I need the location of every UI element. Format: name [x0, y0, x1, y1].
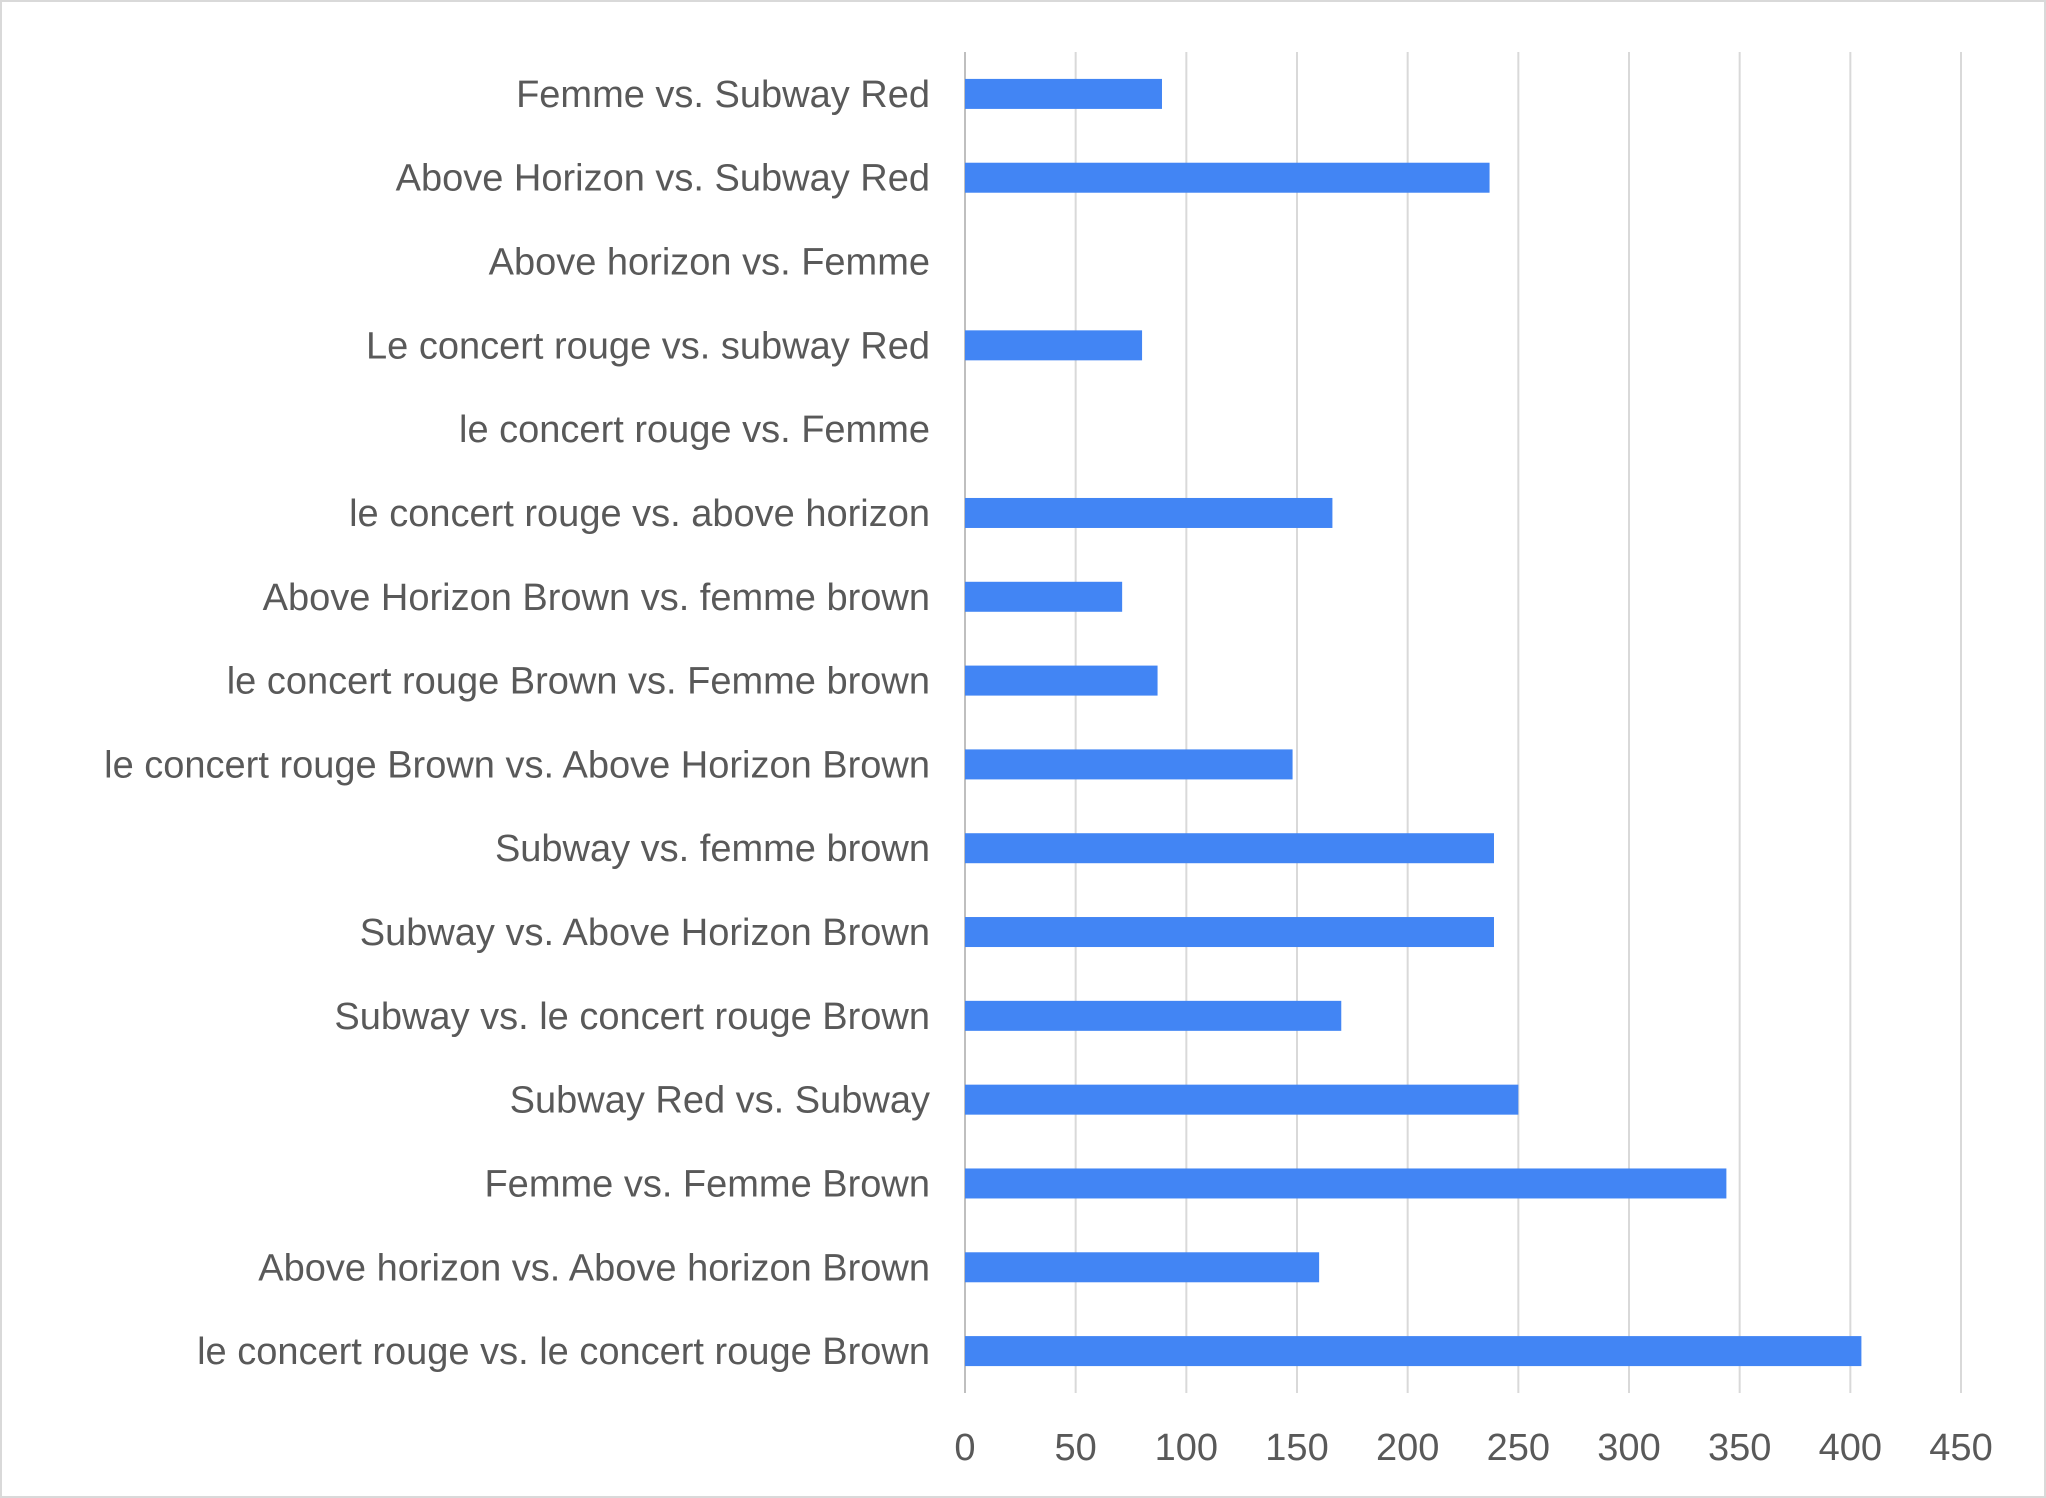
- x-tick-label: 100: [1155, 1427, 1218, 1469]
- category-label: Above horizon vs. Above horizon Brown: [258, 1247, 930, 1289]
- x-tick-label: 150: [1265, 1427, 1328, 1469]
- bar: [965, 162, 1490, 193]
- bars: [965, 78, 1862, 1367]
- bar: [965, 78, 1162, 109]
- bar: [965, 330, 1143, 361]
- bar: [965, 1084, 1519, 1115]
- bar: [965, 1336, 1862, 1367]
- x-tick-label: 200: [1376, 1427, 1439, 1469]
- bar: [965, 581, 1123, 612]
- gridlines: [964, 52, 1962, 1393]
- bar: [965, 497, 1333, 528]
- category-label: Above Horizon vs. Subway Red: [396, 158, 930, 200]
- x-tick-label: 50: [1055, 1427, 1097, 1469]
- category-label: le concert rouge Brown vs. Above Horizon…: [104, 744, 930, 786]
- category-label: Femme vs. Subway Red: [516, 74, 930, 116]
- bar: [965, 1000, 1342, 1031]
- category-label: le concert rouge vs. Femme: [459, 409, 930, 451]
- category-label: Femme vs. Femme Brown: [484, 1163, 930, 1205]
- category-label: Subway vs. Above Horizon Brown: [360, 912, 930, 954]
- bar: [965, 749, 1293, 780]
- bar: [965, 833, 1494, 864]
- x-tick-label: 350: [1708, 1427, 1771, 1469]
- category-labels: Femme vs. Subway Red Above Horizon vs. Su…: [104, 74, 930, 1373]
- bar: [965, 665, 1158, 696]
- category-label: le concert rouge vs. le concert rouge Br…: [197, 1331, 930, 1373]
- category-label: Subway vs. le concert rouge Brown: [334, 996, 930, 1038]
- category-label: Above horizon vs. Femme: [489, 242, 930, 284]
- x-axis-tick-labels: 0 50 100 150 200 250 300 350 400 450: [954, 1427, 1992, 1469]
- category-label: le concert rouge Brown vs. Femme brown: [227, 661, 930, 703]
- bar: [965, 1252, 1320, 1283]
- category-label: Subway Red vs. Subway: [510, 1080, 930, 1122]
- category-label: Subway vs. femme brown: [495, 828, 930, 870]
- x-tick-label: 400: [1819, 1427, 1882, 1469]
- category-label: Le concert rouge vs. subway Red: [366, 325, 930, 367]
- x-tick-label: 0: [954, 1427, 975, 1469]
- category-label: le concert rouge vs. above horizon: [349, 493, 930, 535]
- x-tick-label: 300: [1597, 1427, 1660, 1469]
- bar: [965, 917, 1494, 948]
- x-tick-label: 250: [1487, 1427, 1550, 1469]
- x-tick-label: 450: [1929, 1427, 1992, 1469]
- category-label: Above Horizon Brown vs. femme brown: [263, 577, 930, 619]
- bar: [965, 1168, 1727, 1199]
